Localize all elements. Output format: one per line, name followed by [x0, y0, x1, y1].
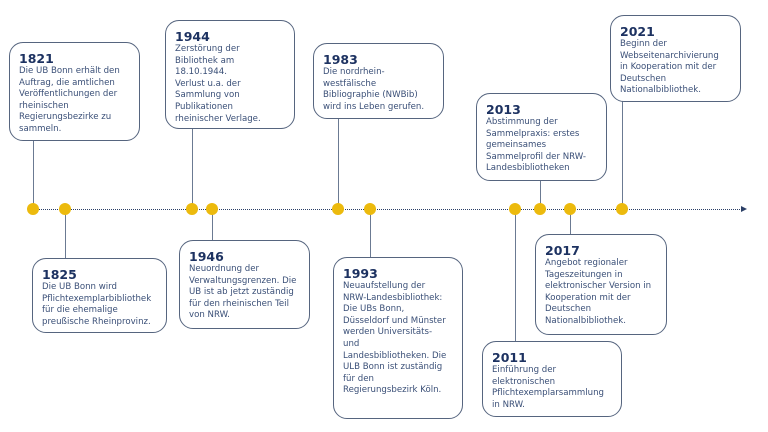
- event-card-1821: 1821 Die UB Bonn erhält den Auftrag, die…: [9, 42, 140, 141]
- event-text: Zerstörung der Bibliothek am 18.10.1944.…: [175, 44, 261, 124]
- timeline-dot-1821: [27, 203, 39, 215]
- event-card-1825: 1825 Die UB Bonn wird Pflichtexemplarbib…: [32, 258, 167, 333]
- connector-1821: [33, 140, 35, 209]
- connector-1983: [338, 118, 340, 209]
- event-text: Neuaufstellung der NRW-Landesbibliothek:…: [343, 281, 447, 396]
- timeline-dot-2013: [534, 203, 546, 215]
- event-year: 1825: [42, 267, 77, 282]
- event-text: Die nordrhein- westfälische Bibliographi…: [323, 67, 425, 112]
- event-year: 2011: [492, 350, 527, 365]
- event-year: 2021: [620, 24, 655, 39]
- event-card-2011: 2011 Einführung der elektronischen Pflic…: [482, 341, 622, 417]
- timeline-dot-1993: [364, 203, 376, 215]
- event-year: 2013: [486, 102, 521, 117]
- event-card-2021: 2021 Beginn der Webseitenarchivierung in…: [610, 15, 741, 102]
- event-year: 1946: [189, 249, 224, 264]
- timeline-axis: [28, 209, 742, 210]
- timeline-dot-2021: [616, 203, 628, 215]
- event-text: Einführung der elektronischen Pflichtexe…: [492, 365, 605, 410]
- event-year: 1944: [175, 29, 210, 44]
- event-text: Angebot regionaler Tageszeitungen in ele…: [545, 258, 652, 326]
- event-year: 1983: [323, 52, 358, 67]
- connector-2013: [540, 180, 542, 209]
- event-text: Neuordnung der Verwaltungsgrenzen. Die U…: [189, 264, 297, 321]
- event-text: Die UB Bonn erhält den Auftrag, die amtl…: [19, 66, 120, 134]
- timeline-dot-2011: [509, 203, 521, 215]
- event-card-2013: 2013 Abstimmung der Sammelpraxis: erstes…: [476, 93, 607, 181]
- event-text: Abstimmung der Sammelpraxis: erstes geme…: [486, 117, 587, 174]
- event-card-1993: 1993 Neuaufstellung der NRW-Landesbiblio…: [333, 257, 463, 419]
- timeline-dot-1983: [332, 203, 344, 215]
- event-card-1946: 1946 Neuordnung der Verwaltungsgrenzen. …: [179, 240, 310, 329]
- connector-1993: [370, 209, 372, 257]
- event-card-1983: 1983 Die nordrhein- westfälische Bibliog…: [313, 43, 444, 119]
- event-year: 2017: [545, 243, 580, 258]
- timeline-dot-2017: [564, 203, 576, 215]
- timeline-dot-1944: [186, 203, 198, 215]
- timeline-dot-1946: [206, 203, 218, 215]
- event-year: 1993: [343, 266, 378, 281]
- connector-1825: [65, 209, 67, 258]
- event-card-1944: 1944 Zerstörung der Bibliothek am 18.10.…: [165, 20, 295, 129]
- event-text: Die UB Bonn wird Pflichtexemplarbiblioth…: [42, 282, 152, 327]
- arrow-head-icon: [741, 206, 747, 212]
- connector-1944: [192, 128, 194, 209]
- event-text: Beginn der Webseitenarchivierung in Koop…: [620, 39, 719, 96]
- connector-2017: [570, 209, 572, 234]
- timeline-dot-1825: [59, 203, 71, 215]
- event-card-2017: 2017 Angebot regionaler Tageszeitungen i…: [535, 234, 667, 335]
- connector-2021: [622, 101, 624, 209]
- connector-2011: [515, 209, 517, 341]
- connector-1946: [212, 209, 214, 240]
- event-year: 1821: [19, 51, 54, 66]
